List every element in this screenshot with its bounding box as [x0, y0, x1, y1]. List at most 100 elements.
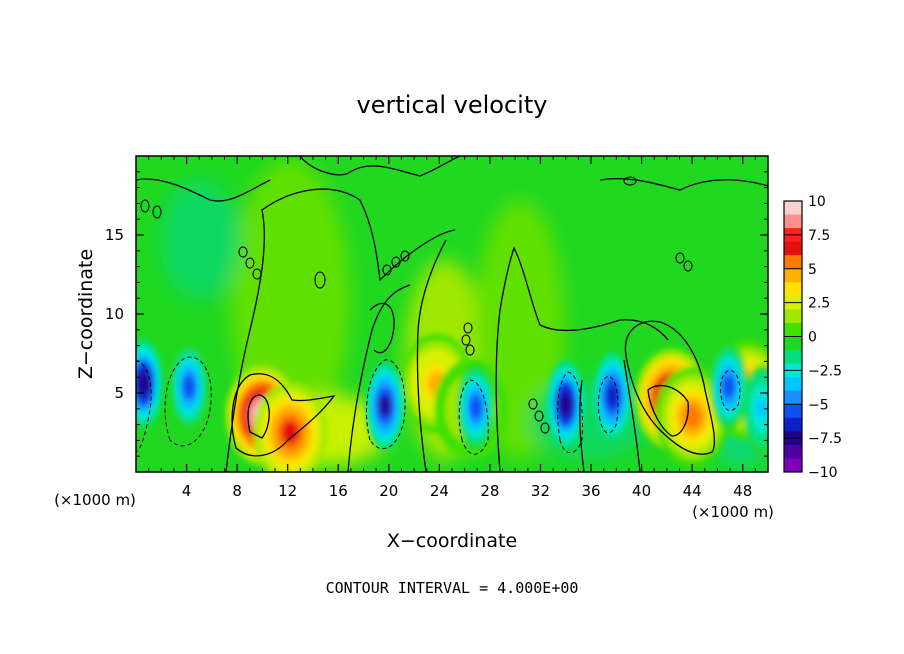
- x-tick-label: 4: [182, 482, 192, 500]
- contour-ring: [140, 199, 150, 213]
- contour-ring: [683, 260, 693, 272]
- y-tick-label: 5: [114, 384, 124, 402]
- colorbar-swatch: [784, 458, 802, 473]
- contour-ring: [540, 422, 550, 434]
- contour-ring: [238, 246, 248, 258]
- contour-line: [458, 379, 489, 455]
- colorbar-label: −7.5: [808, 431, 842, 447]
- contour-line: [369, 302, 395, 354]
- contour-line: [347, 284, 411, 472]
- y-axis: 5 10 15: [105, 171, 768, 457]
- colorbar-swatch: [784, 377, 802, 392]
- contour-line: [647, 385, 689, 437]
- colorbar-swatch: [784, 282, 802, 297]
- contour-ring: [461, 334, 471, 346]
- updraft-cell: [683, 405, 701, 429]
- colorbar-swatch: [784, 444, 802, 459]
- contour-line: [719, 369, 741, 412]
- x-tick-label: 28: [480, 482, 499, 500]
- colorbar-swatch: [784, 214, 802, 229]
- contour-ring: [400, 250, 410, 262]
- contour-lines-negative: [136, 356, 741, 455]
- colorbar-swatch: [784, 201, 802, 215]
- contour-line: [597, 375, 619, 434]
- x-axis-label: X−coordinate: [387, 530, 517, 552]
- downdraft-cell: [723, 375, 735, 398]
- x-tick-label: 12: [278, 482, 297, 500]
- contour-line: [231, 373, 336, 457]
- y-tick-label: 15: [105, 226, 124, 244]
- contour-line: [365, 359, 406, 450]
- downdraft-cell: [606, 385, 619, 407]
- contour-lines: [136, 156, 768, 472]
- x-tick-label: 20: [379, 482, 398, 500]
- updraft-cell: [281, 420, 299, 445]
- y-axis-label: Z−coordinate: [75, 249, 97, 379]
- contour-line: [136, 359, 152, 453]
- contour-ring: [245, 257, 255, 269]
- contour-ring: [534, 410, 544, 422]
- x-tick-label: 48: [733, 482, 752, 500]
- colorbar-label: 2.5: [808, 296, 830, 312]
- x-tick-label: 16: [329, 482, 348, 500]
- colorbar-swatch: [784, 241, 802, 256]
- downdraft-cell: [183, 375, 195, 398]
- colorbar-label: 0: [808, 330, 817, 346]
- x-tick-label: 44: [683, 482, 702, 500]
- contour-ring: [463, 322, 473, 334]
- colorbar-swatch: [784, 322, 802, 337]
- contour-ring: [623, 176, 637, 186]
- colorbar-label: −5: [808, 397, 829, 413]
- x-unit-right: (×1000 m): [692, 503, 774, 521]
- colorbar-swatch: [784, 404, 802, 419]
- x-tick-label: 40: [632, 482, 651, 500]
- contour-ring: [252, 268, 262, 280]
- colorbar-label: 10: [808, 194, 826, 210]
- contour-ring: [314, 271, 326, 289]
- contour-line: [247, 394, 270, 439]
- colorbar-label: 7.5: [808, 228, 830, 244]
- contour-line: [623, 359, 641, 472]
- contour-line: [624, 320, 716, 455]
- x-tick-label: 24: [430, 482, 449, 500]
- colorbar-swatch: [784, 255, 802, 270]
- field-region: [160, 180, 240, 300]
- colorbar-label: −2.5: [808, 363, 842, 379]
- contour-line: [136, 178, 271, 202]
- colorbar-swatch: [784, 350, 802, 364]
- downdraft-cell: [379, 394, 391, 417]
- contour-ring: [465, 344, 475, 356]
- colorbar-swatch: [784, 309, 802, 324]
- contour-ring: [528, 398, 538, 410]
- small-contour-rings: [140, 176, 693, 434]
- contour-line: [299, 156, 461, 177]
- contour-line: [599, 177, 768, 191]
- chart-title: vertical velocity: [357, 91, 548, 119]
- downdraft-cell: [560, 393, 572, 415]
- y-tick-label: 10: [105, 305, 124, 323]
- contour-line: [416, 239, 447, 472]
- colorbar-swatch: [784, 268, 802, 283]
- colorbar-label: −10: [808, 465, 838, 481]
- heatmap-field: [136, 156, 768, 472]
- colorbar-swatch: [784, 417, 802, 432]
- colorbar-swatch: [784, 336, 802, 351]
- contour-line: [164, 356, 212, 447]
- contour-line: [579, 379, 585, 472]
- colorbar-swatch: [784, 390, 802, 405]
- x-tick-label: 32: [531, 482, 550, 500]
- contour-interval-footer: CONTOUR INTERVAL = 4.000E+00: [326, 579, 579, 597]
- x-unit-left: (×1000 m): [54, 491, 136, 509]
- contour-ring: [391, 256, 401, 268]
- x-tick-label: 8: [232, 482, 242, 500]
- x-axis: 4 8 12 16 20 24 28 32 36 40 44 48: [148, 156, 756, 500]
- colorbar: 10 7.5 5 2.5 0 −2.5 −5 −7.5 −10: [783, 194, 842, 481]
- downdraft-cell: [470, 396, 482, 418]
- contour-ring: [382, 264, 392, 276]
- downdraft-cell: [137, 372, 150, 395]
- contour-ring: [152, 205, 162, 219]
- x-tick-label: 36: [581, 482, 600, 500]
- feature-layer: [136, 333, 768, 472]
- downdraft-cell: [755, 398, 768, 420]
